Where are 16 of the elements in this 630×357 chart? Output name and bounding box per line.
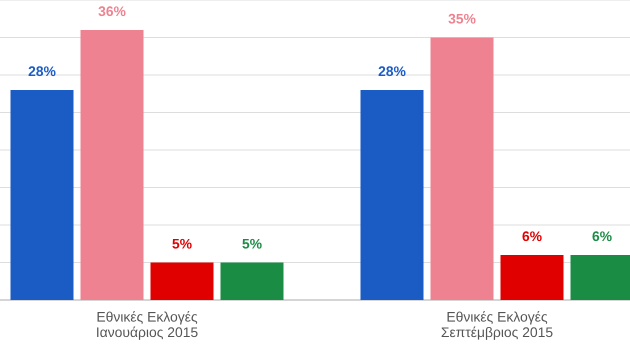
data-label: 28% (28, 66, 56, 76)
x-tick-label: Εθνικές Εκλογές Ιανουάριος 2015 (97, 311, 198, 340)
bar (10, 90, 74, 300)
data-label: 28% (378, 66, 406, 76)
bar (500, 255, 564, 300)
data-label: 35% (448, 14, 476, 24)
bar (150, 262, 214, 300)
data-label: 6% (592, 231, 612, 242)
data-label: 5% (172, 238, 192, 249)
x-tick-label: Εθνικές Εκλογές Σεπτέμβριος 2015 (442, 311, 553, 340)
bar (360, 90, 424, 300)
data-label: 5% (242, 238, 262, 249)
data-label: 6% (522, 231, 542, 242)
bar (80, 30, 144, 300)
bar (430, 38, 494, 300)
data-label: 36% (98, 6, 126, 16)
